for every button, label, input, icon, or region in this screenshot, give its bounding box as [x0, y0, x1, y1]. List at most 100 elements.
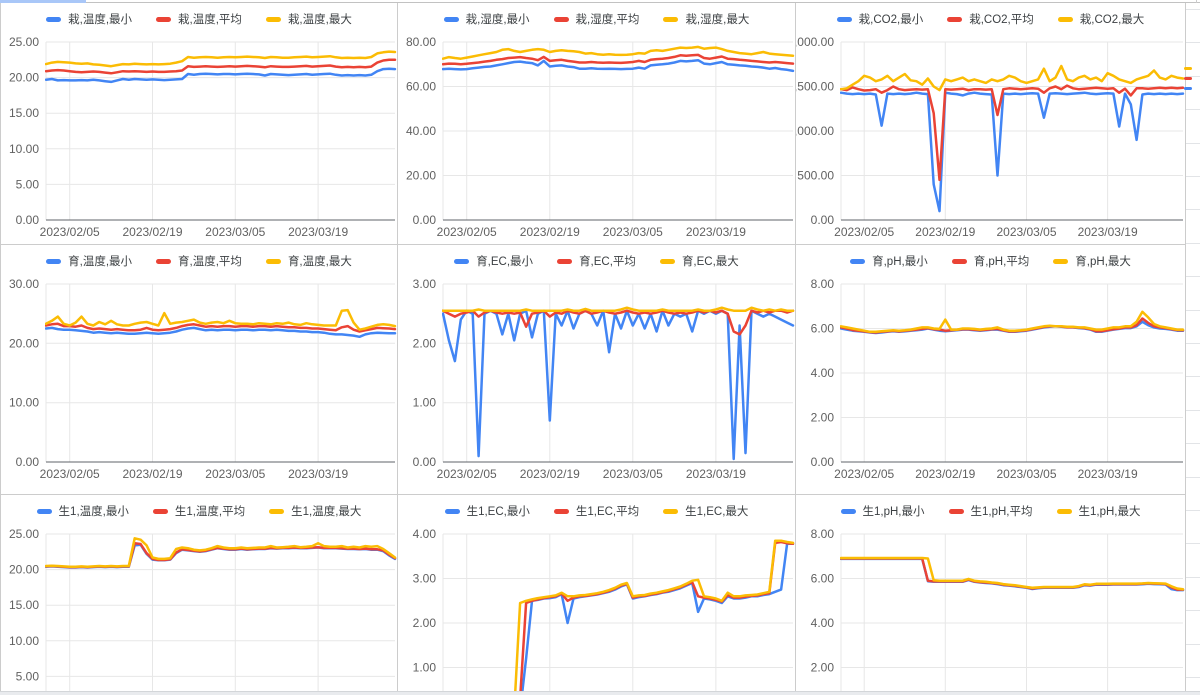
clipped-legend-swatch-icon — [1184, 87, 1192, 90]
legend-item: 生1,pH,最大 — [1056, 503, 1141, 519]
legend-label: 生1,pH,最小 — [862, 506, 925, 518]
svg-text:20.00: 20.00 — [406, 169, 436, 183]
svg-text:2023/03/19: 2023/03/19 — [1078, 467, 1138, 481]
chart-sei1-temperature[interactable]: 生1,温度,最小 生1,温度,平均 生1,温度,最大 2023/02/052023/0… — [1, 495, 397, 691]
svg-text:2023/02/19: 2023/02/19 — [915, 225, 975, 239]
legend-item: 生1,温度,最大 — [269, 503, 361, 519]
sheet-row-line — [1186, 510, 1200, 511]
sheet-row-line — [1186, 643, 1200, 645]
legend-swatch-icon — [850, 258, 866, 264]
clipped-legend-swatch-icon — [1184, 77, 1192, 80]
legend-swatch-icon — [663, 16, 679, 22]
svg-text:10.00: 10.00 — [9, 142, 39, 156]
legend-swatch-icon — [1053, 258, 1069, 264]
legend-swatch-icon — [836, 16, 852, 22]
svg-text:2.00: 2.00 — [413, 616, 437, 630]
sheet-row-line — [1186, 109, 1200, 111]
legend-label: 育,pH,最小 — [872, 256, 928, 268]
legend-item: 育,EC,最大 — [659, 253, 739, 269]
legend-label: 育,温度,平均 — [178, 256, 242, 268]
legend-label: 生1,pH,最大 — [1078, 506, 1141, 518]
svg-text:2023/02/05: 2023/02/05 — [437, 467, 497, 481]
legend-swatch-icon — [659, 258, 675, 264]
chart-legend: 育,温度,最小 育,温度,平均 育,温度,最大 — [1, 253, 397, 269]
horizontal-scrollbar-track[interactable] — [0, 691, 1200, 695]
legend-swatch-icon — [947, 16, 963, 22]
chart-selection-highlight — [0, 0, 86, 4]
chart-legend: 生1,pH,最小 生1,pH,平均 生1,pH,最大 — [796, 503, 1185, 519]
legend-swatch-icon — [156, 16, 172, 22]
chart-legend: 栽,CO2,最小 栽,CO2,平均 栽,CO2,最大 — [796, 11, 1185, 27]
svg-text:8.00: 8.00 — [811, 527, 835, 541]
sheet-row-line — [1186, 343, 1200, 344]
svg-text:2023/02/05: 2023/02/05 — [437, 225, 497, 239]
chart-sai-humidity[interactable]: 栽,湿度,最小 栽,湿度,平均 栽,湿度,最大 2023/02/05 2023/02/1… — [398, 3, 795, 244]
chart-plot: 2023/02/052023/02/192023/03/052023/03/19… — [413, 527, 795, 691]
legend-item: 栽,CO2,最大 — [1057, 11, 1144, 27]
sheet-row-line — [1186, 543, 1200, 545]
chart-sei1-ec[interactable]: 生1,EC,最小 生1,EC,平均 生1,EC,最大 2023/02/052023/0… — [398, 495, 795, 691]
svg-text:2023/03/19: 2023/03/19 — [686, 467, 746, 481]
sheet-row-line — [1186, 75, 1200, 77]
svg-text:2,000.00: 2,000.00 — [796, 35, 834, 49]
chart-sai-co2[interactable]: 栽,CO2,最小 栽,CO2,平均 栽,CO2,最大 2023/02/05 2023/0… — [796, 3, 1185, 244]
svg-text:0.00: 0.00 — [811, 455, 835, 469]
svg-text:2023/03/05: 2023/03/05 — [205, 467, 265, 481]
legend-item: 生1,pH,最小 — [840, 503, 925, 519]
svg-text:4.00: 4.00 — [811, 616, 835, 630]
svg-text:2023/03/19: 2023/03/19 — [1078, 225, 1138, 239]
svg-text:2023/03/05: 2023/03/05 — [603, 467, 663, 481]
legend-label: 生1,EC,最小 — [466, 506, 530, 518]
legend-swatch-icon — [1056, 508, 1072, 514]
legend-label: 生1,pH,平均 — [970, 506, 1033, 518]
svg-text:25.00: 25.00 — [9, 527, 39, 541]
svg-text:2.00: 2.00 — [413, 336, 437, 350]
svg-text:3.00: 3.00 — [413, 572, 437, 586]
sheet-row-line — [1186, 209, 1200, 211]
svg-text:2023/02/19: 2023/02/19 — [520, 467, 580, 481]
svg-text:40.00: 40.00 — [406, 124, 436, 138]
svg-text:1,500.00: 1,500.00 — [796, 80, 834, 94]
svg-text:2023/02/05: 2023/02/05 — [834, 225, 894, 239]
legend-swatch-icon — [444, 508, 460, 514]
legend-label: 育,温度,最大 — [287, 256, 352, 268]
legend-label: 育,温度,最小 — [68, 256, 133, 268]
svg-text:2.00: 2.00 — [811, 411, 835, 425]
chart-sei1-ph[interactable]: 生1,pH,最小 生1,pH,平均 生1,pH,最大 2023/02/052023/0… — [796, 495, 1185, 691]
legend-item: 育,pH,最小 — [850, 253, 928, 269]
legend-label: 栽,湿度,最大 — [685, 14, 750, 26]
legend-swatch-icon — [951, 258, 967, 264]
column-divider-3 — [1185, 3, 1186, 691]
legend-label: 育,EC,最大 — [681, 256, 739, 268]
legend-swatch-icon — [948, 508, 964, 514]
svg-text:0.00: 0.00 — [413, 213, 437, 227]
legend-label: 育,pH,平均 — [973, 256, 1030, 268]
svg-text:2023/02/19: 2023/02/19 — [520, 225, 580, 239]
svg-text:4.00: 4.00 — [413, 527, 437, 541]
legend-item: 栽,CO2,平均 — [947, 11, 1034, 27]
chart-iku-temperature[interactable]: 育,温度,最小 育,温度,平均 育,温度,最大 2023/02/05 2023/02/1… — [1, 245, 397, 494]
svg-text:8.00: 8.00 — [811, 277, 835, 291]
sheet-row-line — [1186, 42, 1200, 44]
legend-swatch-icon — [553, 16, 569, 22]
svg-text:2023/03/19: 2023/03/19 — [288, 467, 348, 481]
legend-swatch-icon — [269, 508, 285, 514]
legend-label: 育,EC,最小 — [476, 256, 534, 268]
svg-text:20.00: 20.00 — [9, 563, 39, 577]
chart-iku-ph[interactable]: 育,pH,最小 育,pH,平均 育,pH,最大 2023/02/05 2023/02/1… — [796, 245, 1185, 494]
legend-swatch-icon — [36, 508, 52, 514]
legend-label: 栽,CO2,平均 — [969, 14, 1034, 26]
sheet-row-line — [1186, 677, 1200, 678]
legend-label: 栽,温度,最大 — [287, 14, 352, 26]
svg-text:3.00: 3.00 — [413, 277, 437, 291]
sheet-row-line — [1186, 142, 1200, 144]
legend-swatch-icon — [1057, 16, 1073, 22]
legend-item: 栽,温度,最小 — [46, 11, 132, 27]
legend-label: 栽,CO2,最小 — [858, 14, 924, 26]
chart-sai-temperature[interactable]: 栽,温度,最小 栽,温度,平均 栽,温度,最大 2023/02/05 2023/02/1… — [1, 3, 397, 244]
chart-iku-ec[interactable]: 育,EC,最小 育,EC,平均 育,EC,最大 2023/02/05 2023/02/1… — [398, 245, 795, 494]
sheet-grid-strip[interactable] — [1186, 3, 1200, 691]
svg-text:500.00: 500.00 — [797, 169, 834, 183]
